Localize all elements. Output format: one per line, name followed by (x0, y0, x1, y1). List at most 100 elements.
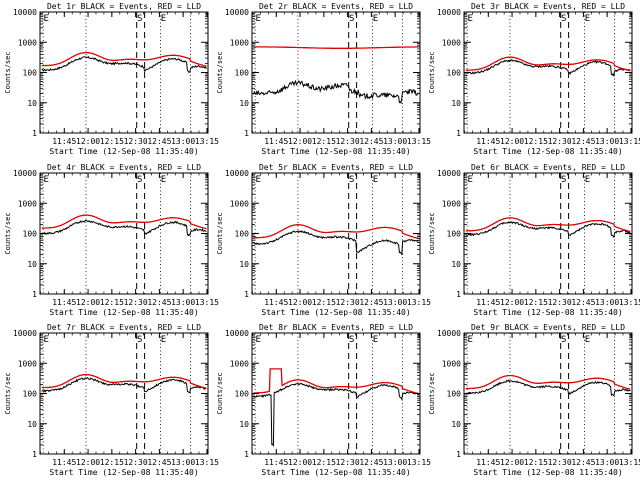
plot-frame (39, 332, 209, 455)
x-tick-label: 12:45 (571, 458, 595, 467)
x-tick-label: 13:00 (383, 298, 407, 307)
marker-label: S (561, 175, 566, 185)
y-axis-label: Counts/sec (216, 212, 224, 254)
y-tick-label: 1 (32, 129, 37, 138)
y-tick-label: 1000 (18, 199, 37, 208)
y-tick-label: 1 (32, 450, 37, 459)
lld-series-line (41, 214, 207, 230)
x-tick-label: 12:45 (571, 298, 595, 307)
y-tick-label: 10000 (13, 169, 37, 178)
y-tick-label: 1 (32, 290, 37, 299)
lld-series-line (465, 217, 631, 233)
x-tick-label: 13:15 (195, 298, 219, 307)
y-tick-label: 1000 (230, 199, 249, 208)
x-tick-label: 12:30 (548, 458, 572, 467)
plot-frame (463, 332, 633, 455)
x-tick-label: 12:45 (147, 458, 171, 467)
x-tick-label: 13:15 (619, 298, 640, 307)
marker-label: E (43, 14, 48, 24)
x-axis-label: Start Time (12-Sep-08 11:35:40) (261, 147, 410, 156)
x-tick-label: 13:15 (407, 137, 431, 146)
x-tick-label: 13:15 (195, 137, 219, 146)
x-tick-label: 12:30 (548, 298, 572, 307)
y-tick-label: 1 (244, 129, 249, 138)
lld-series-line (465, 374, 631, 390)
y-axis-label: Counts/sec (4, 51, 12, 93)
x-tick-label: 12:00 (500, 137, 524, 146)
x-tick-label: 13:15 (195, 458, 219, 467)
x-tick-label: 11:45 (476, 137, 500, 146)
y-tick-label: 10000 (225, 329, 249, 338)
y-tick-label: 1 (456, 290, 461, 299)
x-tick-label: 11:45 (52, 298, 76, 307)
x-tick-label: 11:45 (52, 458, 76, 467)
x-axis-label: Start Time (12-Sep-08 11:35:40) (261, 468, 410, 477)
x-tick-label: 13:00 (595, 298, 619, 307)
y-tick-label: 10 (451, 99, 461, 108)
x-tick-label: 12:00 (288, 458, 312, 467)
y-axis-label: Counts/sec (428, 372, 436, 414)
panel-title: Det 8r BLACK = Events, RED = LLD (258, 323, 414, 332)
events-series-line (41, 376, 207, 394)
y-tick-label: 10000 (13, 329, 37, 338)
y-tick-label: 100 (235, 390, 250, 399)
lld-series-line (41, 373, 207, 389)
y-axis-label: Counts/sec (4, 212, 12, 254)
x-tick-label: 12:45 (147, 137, 171, 146)
marker-label: E (43, 175, 48, 185)
y-tick-label: 10 (239, 260, 249, 269)
y-tick-label: 10000 (437, 8, 461, 17)
x-tick-label: 12:45 (571, 137, 595, 146)
marker-label: E (161, 335, 166, 345)
x-axis-label: Start Time (12-Sep-08 11:35:40) (473, 147, 622, 156)
x-tick-label: 13:00 (171, 298, 195, 307)
events-series-line (41, 219, 207, 237)
y-tick-label: 100 (235, 230, 250, 239)
x-tick-label: 12:15 (524, 137, 548, 146)
x-tick-label: 11:45 (52, 137, 76, 146)
x-axis-label: Start Time (12-Sep-08 11:35:40) (49, 308, 198, 317)
marker-label: S (137, 175, 142, 185)
x-tick-label: 12:30 (336, 458, 360, 467)
x-tick-label: 12:15 (524, 298, 548, 307)
marker-label: E (373, 335, 378, 345)
x-tick-label: 12:00 (500, 458, 524, 467)
marker-label: E (255, 175, 260, 185)
marker-label: E (585, 14, 590, 24)
marker-label: S (561, 335, 566, 345)
events-series-line (253, 382, 419, 448)
x-tick-label: 13:00 (171, 137, 195, 146)
y-tick-label: 10 (27, 420, 37, 429)
y-tick-label: 1000 (442, 199, 461, 208)
x-tick-label: 12:00 (76, 137, 100, 146)
x-tick-label: 13:00 (383, 137, 407, 146)
lld-series-line (253, 224, 419, 239)
x-tick-label: 12:45 (359, 298, 383, 307)
events-series-line (465, 379, 631, 397)
y-tick-label: 1000 (230, 38, 249, 47)
marker-label: E (585, 175, 590, 185)
events-series-line (253, 230, 419, 255)
x-tick-label: 13:15 (619, 458, 640, 467)
panel-title: Det 1r BLACK = Events, RED = LLD (46, 2, 202, 11)
y-tick-label: 1 (456, 129, 461, 138)
lld-series-line (465, 56, 631, 72)
y-tick-label: 1000 (230, 359, 249, 368)
x-tick-label: 12:00 (288, 298, 312, 307)
plot-frame (463, 11, 633, 134)
panel-title: Det 2r BLACK = Events, RED = LLD (258, 2, 414, 11)
marker-label: E (255, 14, 260, 24)
lld-series-line (253, 46, 419, 49)
events-series-line (41, 55, 207, 74)
plot-frame (251, 11, 421, 134)
x-tick-label: 11:45 (264, 458, 288, 467)
marker-label: E (373, 175, 378, 185)
x-tick-label: 12:45 (359, 458, 383, 467)
panel-title: Det 4r BLACK = Events, RED = LLD (46, 163, 202, 172)
x-tick-label: 11:45 (264, 298, 288, 307)
x-tick-label: 12:15 (312, 458, 336, 467)
x-tick-label: 12:30 (124, 298, 148, 307)
x-tick-label: 13:00 (383, 458, 407, 467)
x-tick-label: 12:00 (76, 298, 100, 307)
marker-label: S (349, 335, 354, 345)
